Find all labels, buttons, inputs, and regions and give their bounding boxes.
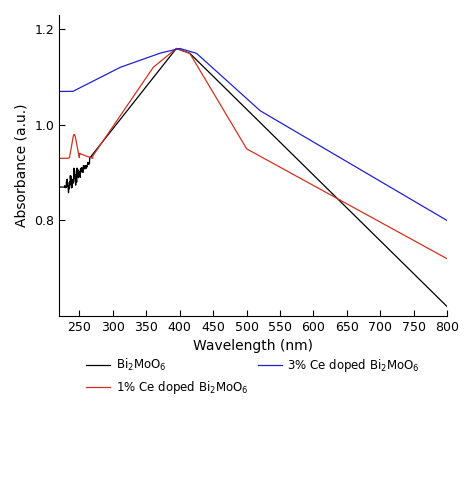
3% Ce doped Bi$_2$MoO$_6$ [56, 88, 62, 94]
1% Ce doped Bi$_2$MoO$_6$ [173, 46, 179, 52]
3% Ce doped Bi$_2$MoO$_6$ [433, 211, 438, 217]
Bi$_2$MoO$_6$ [444, 304, 450, 310]
Line: 3% Ce doped Bi$_2$MoO$_6$: 3% Ce doped Bi$_2$MoO$_6$ [59, 49, 447, 221]
3% Ce doped Bi$_2$MoO$_6$ [444, 218, 450, 224]
Bi$_2$MoO$_6$ [173, 46, 179, 52]
3% Ce doped Bi$_2$MoO$_6$ [362, 169, 368, 175]
Bi$_2$MoO$_6$ [433, 293, 438, 298]
1% Ce doped Bi$_2$MoO$_6$ [362, 211, 368, 217]
Line: Bi$_2$MoO$_6$: Bi$_2$MoO$_6$ [59, 49, 447, 307]
3% Ce doped Bi$_2$MoO$_6$ [245, 97, 251, 103]
Bi$_2$MoO$_6$ [56, 184, 62, 190]
Bi$_2$MoO$_6$ [362, 223, 368, 228]
X-axis label: Wavelength (nm): Wavelength (nm) [193, 339, 313, 353]
Line: 1% Ce doped Bi$_2$MoO$_6$: 1% Ce doped Bi$_2$MoO$_6$ [59, 49, 447, 259]
3% Ce doped Bi$_2$MoO$_6$ [177, 46, 182, 52]
1% Ce doped Bi$_2$MoO$_6$ [433, 250, 439, 256]
3% Ce doped Bi$_2$MoO$_6$ [76, 85, 82, 91]
Bi$_2$MoO$_6$ [235, 98, 241, 104]
Bi$_2$MoO$_6$ [245, 108, 251, 114]
1% Ce doped Bi$_2$MoO$_6$ [433, 250, 438, 256]
1% Ce doped Bi$_2$MoO$_6$ [444, 256, 450, 261]
Legend: Bi$_2$MoO$_6$, 1% Ce doped Bi$_2$MoO$_6$, 3% Ce doped Bi$_2$MoO$_6$: Bi$_2$MoO$_6$, 1% Ce doped Bi$_2$MoO$_6$… [82, 352, 425, 400]
1% Ce doped Bi$_2$MoO$_6$ [76, 154, 82, 160]
1% Ce doped Bi$_2$MoO$_6$ [56, 156, 62, 161]
Bi$_2$MoO$_6$ [76, 169, 82, 174]
3% Ce doped Bi$_2$MoO$_6$ [433, 211, 439, 217]
3% Ce doped Bi$_2$MoO$_6$ [235, 87, 241, 93]
1% Ce doped Bi$_2$MoO$_6$ [235, 131, 241, 137]
1% Ce doped Bi$_2$MoO$_6$ [245, 147, 251, 153]
Bi$_2$MoO$_6$ [433, 293, 439, 298]
Y-axis label: Absorbance (a.u.): Absorbance (a.u.) [15, 104, 29, 227]
